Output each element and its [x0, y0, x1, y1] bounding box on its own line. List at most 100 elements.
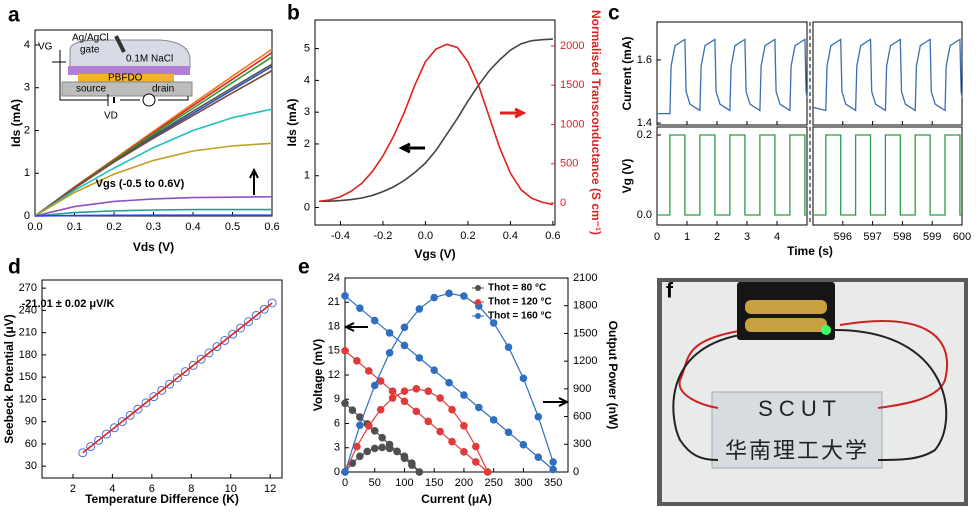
electrolyte	[69, 39, 191, 69]
y-tick-label: 1	[304, 170, 310, 182]
plot-frame	[314, 19, 556, 226]
y2-tick-label: 0	[573, 466, 579, 478]
panel-label: c	[608, 2, 620, 25]
y-axis-label: Vg (V)	[620, 159, 634, 194]
data-point	[504, 428, 513, 437]
panel-label: d	[8, 256, 21, 279]
y2-axis-label: Output Power (nW)	[606, 321, 620, 430]
x-tick-label: 0.5	[225, 221, 240, 233]
data-point	[400, 323, 409, 332]
x-tick-label: 300	[514, 477, 532, 489]
y2-tick-label: 1500	[560, 79, 584, 91]
data-point	[378, 433, 386, 442]
inset-text: VG	[38, 42, 53, 53]
data-point	[133, 404, 143, 414]
y-tick-label: 1	[24, 167, 30, 179]
data-point	[388, 387, 397, 395]
inset-text: VD	[104, 111, 118, 122]
legend-marker	[475, 313, 481, 319]
x-tick-label: 0.3	[146, 221, 161, 233]
y-tick-label: 4	[24, 39, 30, 51]
x-tick-label: 3	[744, 231, 750, 243]
x-axis-label: Time (s)	[787, 244, 833, 258]
data-point	[460, 447, 468, 456]
x-tick-label: 0	[654, 231, 660, 243]
data-point	[460, 391, 468, 399]
film-strip	[711, 391, 883, 469]
x-tick-label: 50	[369, 477, 381, 489]
data-point	[424, 417, 433, 426]
arrow-right	[543, 397, 570, 407]
x-tick-label: 0	[342, 477, 348, 489]
data-point	[393, 447, 401, 456]
x-tick-label: 1	[684, 231, 690, 243]
inset-text: gate	[80, 45, 100, 56]
y2-tick-label: 600	[573, 410, 591, 422]
led	[821, 325, 831, 335]
y-tick-label: 60	[25, 438, 37, 450]
data-point	[364, 422, 373, 430]
y-axis-label: Ids (mA)	[285, 98, 299, 146]
y2-tick-label: 1800	[573, 300, 597, 312]
x-axis-label: Temperature Difference (K)	[85, 492, 239, 506]
data-point	[149, 392, 159, 402]
inset-text: drain	[152, 84, 174, 95]
data-point	[460, 422, 468, 430]
inset-text: Ag/AgCl	[72, 33, 109, 44]
data-point	[363, 447, 372, 456]
data-point	[415, 305, 424, 313]
series-line	[34, 208, 272, 217]
data-point	[212, 342, 222, 352]
x-tick-label: 0.6	[545, 230, 560, 242]
data-point	[172, 373, 182, 383]
data-point	[436, 427, 444, 436]
x-axis-label: Vgs (V)	[414, 247, 455, 261]
photo: S C U T 华南理工大学 f	[657, 278, 968, 506]
annotation-arrow	[249, 167, 259, 195]
x-tick-label: 350	[544, 477, 562, 489]
y-tick-label: 21	[328, 296, 340, 308]
circuit	[59, 50, 189, 101]
battery	[745, 318, 827, 332]
battery	[745, 300, 827, 314]
x-tick-label: 597	[863, 231, 881, 243]
data-point	[489, 416, 498, 424]
data-point	[370, 444, 379, 453]
data-point	[86, 442, 96, 452]
x-tick-label: 100	[395, 477, 413, 489]
data-point	[448, 437, 456, 446]
y-tick-label: 1.4	[637, 117, 652, 129]
legend-marker	[475, 299, 481, 305]
data-point	[341, 346, 349, 355]
data-point	[424, 387, 433, 395]
inset-text: 0.1M NaCl	[126, 54, 173, 65]
x-tick-label: 6	[149, 483, 155, 495]
y-tick-label: 6	[334, 417, 340, 429]
y-tick-label: 270	[19, 282, 37, 294]
plot-frame	[41, 279, 283, 479]
data-point	[400, 341, 409, 350]
photo-text: 华南理工大学	[725, 438, 869, 463]
data-point	[519, 440, 528, 449]
y-tick-label: 24	[328, 272, 340, 284]
y-tick-label: 30	[25, 460, 37, 472]
data-point	[489, 319, 498, 327]
x-tick-label: 600	[953, 231, 971, 243]
y-tick-label: 0	[304, 201, 310, 213]
y-tick-label: 3	[334, 442, 340, 454]
x-tick-label: 598	[893, 231, 911, 243]
y-tick-label: 2	[24, 124, 30, 136]
data-point	[448, 405, 456, 414]
channel-layer	[68, 66, 190, 75]
arrow-right	[500, 107, 527, 119]
y2-tick-label: 500	[560, 158, 578, 170]
y2-axis-label: Normalised Transconductance (S cm⁻¹)	[589, 10, 603, 235]
data-point	[356, 421, 364, 429]
x-axis-label: Vds (V)	[133, 240, 174, 254]
wire-red	[678, 329, 746, 409]
panel-label: a	[8, 4, 20, 27]
data-point	[353, 442, 361, 451]
wire-red	[839, 320, 949, 409]
